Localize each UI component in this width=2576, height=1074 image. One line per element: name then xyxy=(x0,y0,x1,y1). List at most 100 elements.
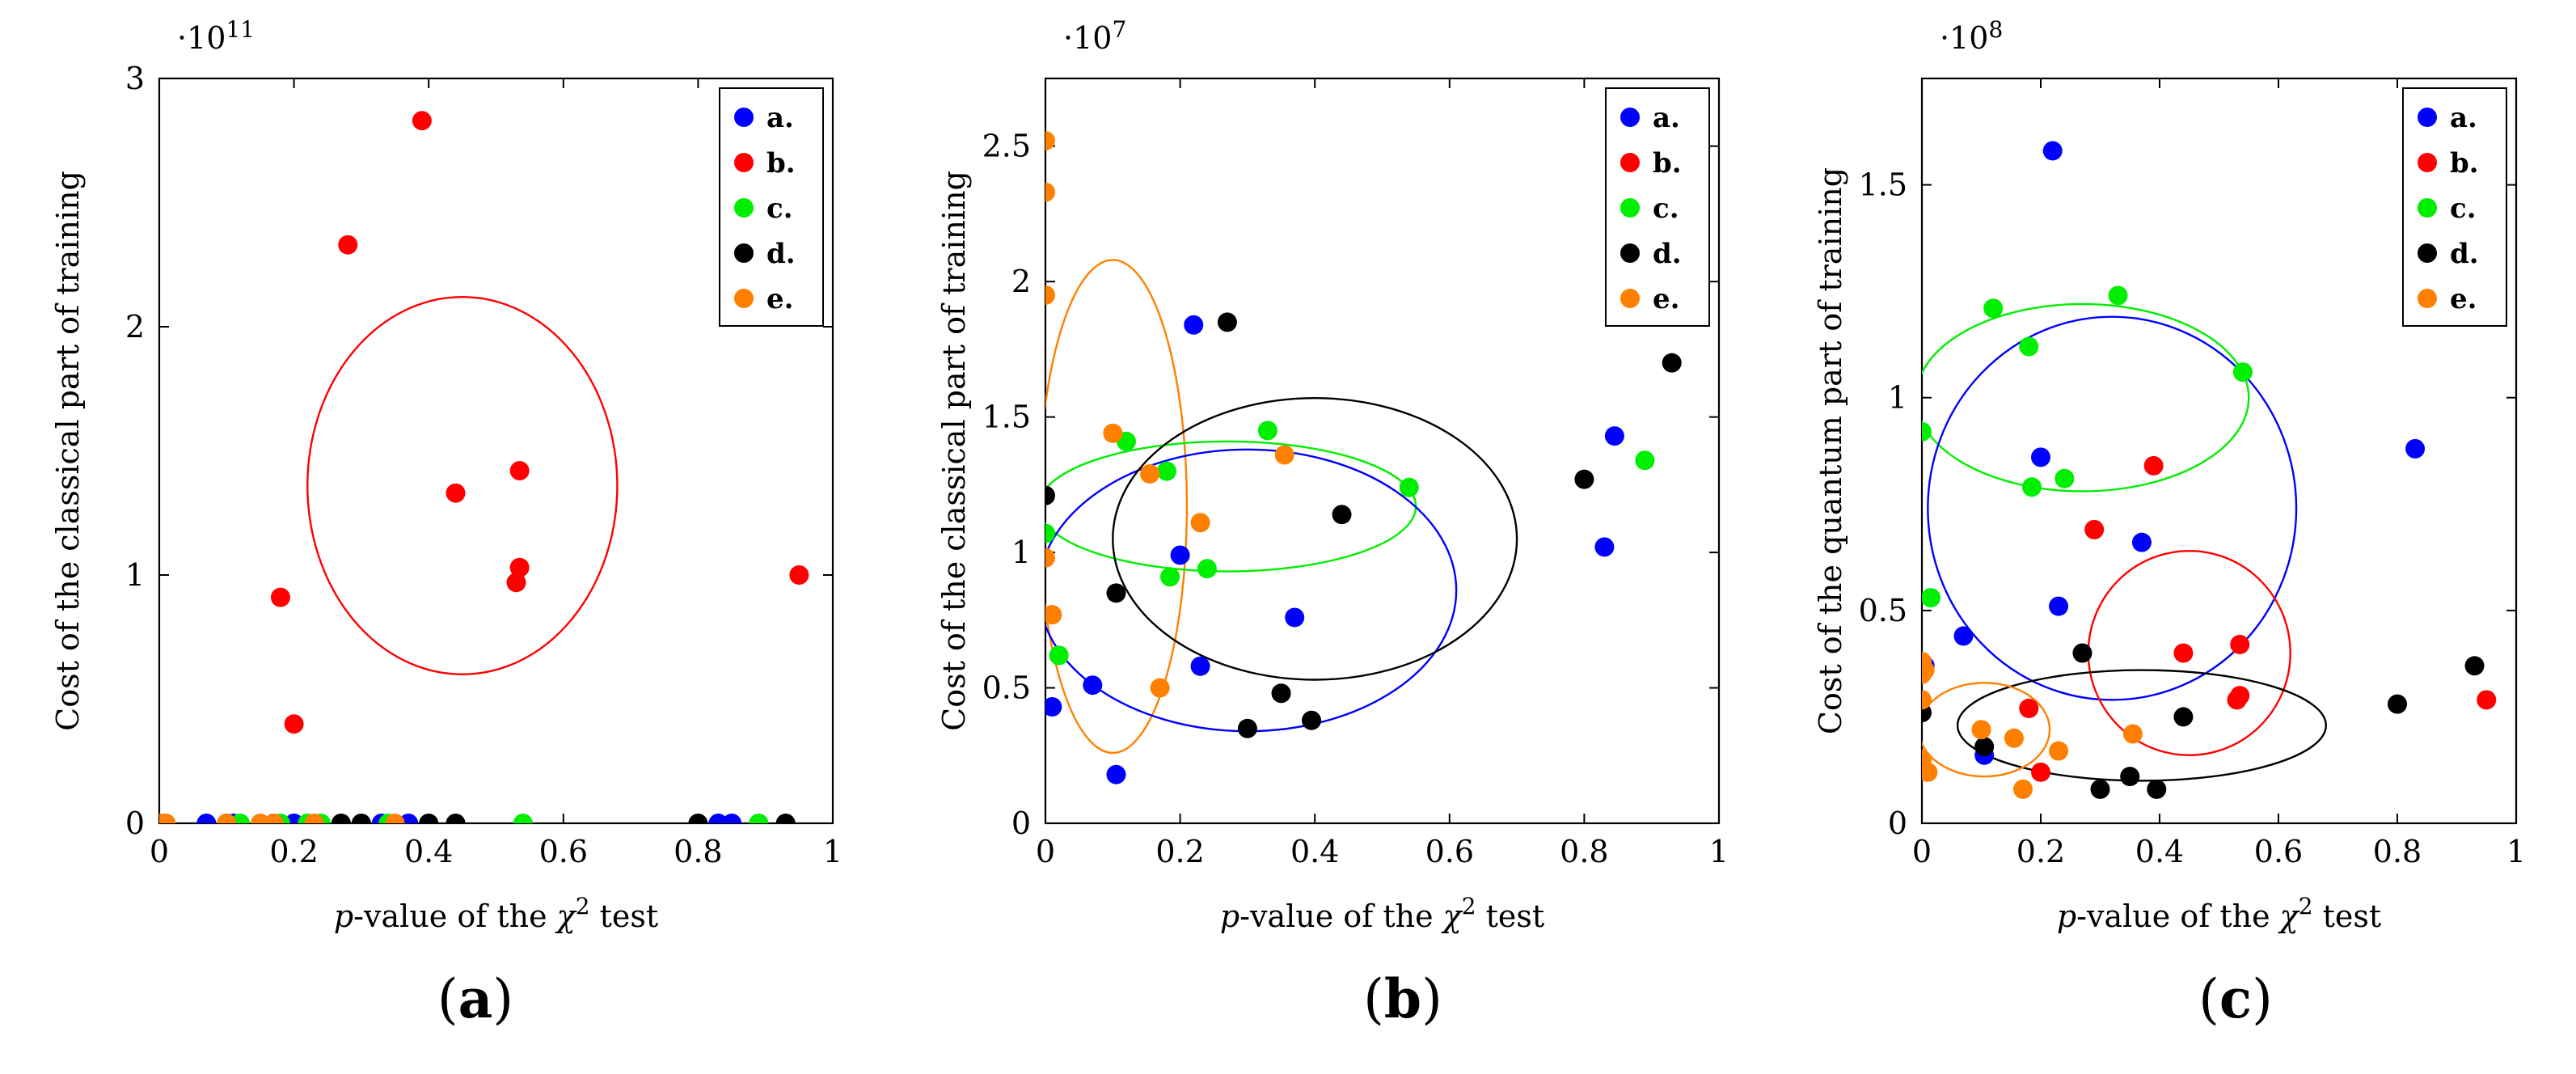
chart-a-point-e xyxy=(159,814,176,823)
chart-c-point-b xyxy=(2230,686,2250,706)
chart-b-point-a xyxy=(1106,764,1126,784)
chart-a-legend-label: d. xyxy=(766,238,796,270)
chart-b-point-d xyxy=(1217,312,1237,332)
chart-a-xtick-label: 0.4 xyxy=(404,834,453,869)
chart-c-legend-label: c. xyxy=(2450,192,2477,225)
panel-b: 0 0.2 0.4 0.6 0.8 1 0 0.5 1 1.5 2 2.5 ·107 p-value of… xyxy=(936,16,1729,934)
chart-b-xtick-label: 1 xyxy=(1709,834,1729,869)
chart-c-cluster-ellipse xyxy=(1927,315,2298,701)
chart-b-legend-marker xyxy=(1620,243,1640,263)
chart-b-point-d xyxy=(1302,710,1322,730)
chart-b-point-a xyxy=(1594,537,1615,557)
chart-c-point-a xyxy=(2031,447,2050,467)
panel-label-b: (b) xyxy=(1363,967,1442,1030)
chart-a-point-c xyxy=(513,814,533,823)
chart-b-point-e xyxy=(1045,182,1055,202)
chart-c-point-e xyxy=(1922,762,1938,782)
chart-b-cluster-ellipse xyxy=(1112,396,1518,681)
chart-b-ylabel: Cost of the classical part of training xyxy=(936,171,972,731)
chart-a-xtick-label: 1 xyxy=(823,834,842,869)
chart-c-xtick-label: 0.6 xyxy=(2254,834,2303,869)
chart-c-point-e xyxy=(1922,660,1935,680)
chart-c-xtick-label: 1 xyxy=(2506,834,2526,869)
chart-a-point-b xyxy=(509,461,530,481)
chart-c-point-b xyxy=(2230,634,2250,654)
chart-c-xtick-label: 0.4 xyxy=(2135,834,2184,869)
chart-b-xtick-label: 0.2 xyxy=(1155,834,1204,869)
chart-a-exponent-label: ·1011 xyxy=(177,16,255,56)
chart-b-legend-marker xyxy=(1620,108,1640,127)
chart-c-point-b xyxy=(2143,455,2164,476)
chart-a-legend-marker xyxy=(734,153,754,172)
chart-a-point-b xyxy=(509,557,530,577)
chart-b-point-d xyxy=(1574,469,1594,489)
chart-b-point-e xyxy=(1045,548,1055,568)
chart-a-legend-marker xyxy=(734,289,754,308)
chart-b-point-a xyxy=(1083,675,1103,696)
chart-b-xlabel: p-value of the χ2 test xyxy=(1220,893,1544,934)
chart-c-ytick-label: 0 xyxy=(1888,806,1907,841)
chart-b-ytick-label: 1 xyxy=(1011,535,1031,570)
chart-b-plot-frame xyxy=(1044,77,1721,825)
chart-c-point-e xyxy=(2049,741,2069,761)
chart-a-xtick-label: 0.2 xyxy=(269,834,318,869)
chart-b-point-e xyxy=(1150,678,1170,698)
chart-c-point-d xyxy=(2072,643,2092,663)
chart-a-point-a xyxy=(722,814,742,823)
chart-c-point-b xyxy=(2031,762,2050,782)
chart-c-ytick-label: 1 xyxy=(1888,380,1907,416)
chart-c-point-a xyxy=(2405,438,2426,459)
chart-b-point-a xyxy=(1604,426,1624,446)
chart-a-point-d xyxy=(775,814,796,823)
chart-a-plot-frame xyxy=(158,77,834,825)
chart-b-point-e xyxy=(1103,423,1123,443)
chart-b-point-c xyxy=(1399,477,1419,497)
chart-c-legend-label: e. xyxy=(2450,283,2477,315)
chart-c-point-d xyxy=(2120,767,2140,787)
chart-c-point-c xyxy=(1983,298,2004,319)
chart-a-xlabel: p-value of the χ2 test xyxy=(334,893,658,934)
chart-b-point-c xyxy=(1635,450,1655,471)
chart-b-point-d xyxy=(1106,583,1126,603)
chart-c-legend-label: a. xyxy=(2450,102,2477,134)
chart-a-point-b xyxy=(412,111,432,131)
chart-c-xlabel: p-value of the χ2 test xyxy=(2057,893,2381,934)
chart-a-point-d xyxy=(331,814,351,823)
chart-b-exponent-label: ·107 xyxy=(1063,16,1126,56)
chart-c-exponent-label: ·108 xyxy=(1940,16,2003,56)
chart-a-point-a xyxy=(196,814,217,823)
chart-c-point-c xyxy=(2108,285,2128,306)
chart-a-point-d xyxy=(351,814,371,823)
chart-c-plot-frame xyxy=(1920,77,2518,825)
chart-b-point-d xyxy=(1662,353,1682,373)
chart-c-cluster-ellipse xyxy=(1956,669,2327,782)
chart-a-ylabel: Cost of the classical part of training xyxy=(50,171,86,731)
chart-a-legend-marker xyxy=(734,198,754,218)
chart-b-point-a xyxy=(1285,607,1305,628)
chart-a-point-d xyxy=(419,814,439,823)
chart-a-point-b xyxy=(338,235,358,255)
chart-b-xtick-label: 0.6 xyxy=(1425,834,1474,869)
chart-a-legend-marker xyxy=(734,108,754,127)
chart-c-legend-marker xyxy=(2418,243,2437,263)
chart-c-ytick-label: 0.5 xyxy=(1859,593,1907,628)
chart-c-point-c xyxy=(2019,336,2039,357)
chart-c-xtick-label: 0.2 xyxy=(2016,834,2065,869)
chart-c-ylabel: Cost of the quantum part of training xyxy=(1813,167,1848,734)
chart-b-point-e xyxy=(1045,605,1062,625)
chart-c-point-e xyxy=(1971,720,1991,740)
chart-c-legend-marker xyxy=(2418,289,2437,308)
chart-b-ytick-label: 2 xyxy=(1011,264,1031,299)
chart-b-point-e xyxy=(1190,513,1210,533)
chart-c-point-a xyxy=(2042,141,2063,161)
chart-c-point-d xyxy=(2173,707,2194,727)
chart-a-cluster-ellipse xyxy=(306,295,619,675)
chart-b-point-c xyxy=(1257,421,1277,441)
chart-a-ytick-label: 3 xyxy=(125,61,145,96)
chart-a-legend-marker xyxy=(734,243,754,263)
chart-b-cluster-ellipse xyxy=(1045,259,1189,755)
chart-a-point-e xyxy=(264,814,284,823)
chart-b-point-d xyxy=(1237,718,1257,738)
chart-b-point-e xyxy=(1274,445,1294,465)
